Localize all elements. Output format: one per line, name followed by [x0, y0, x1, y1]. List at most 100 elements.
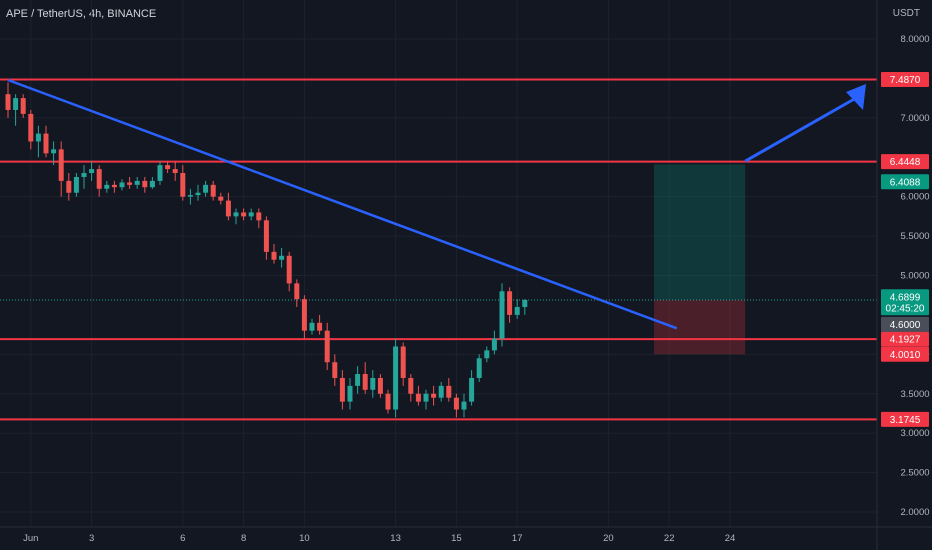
candle-body: [347, 385, 353, 402]
candle-body: [20, 98, 26, 114]
candle-body: [522, 299, 528, 308]
candle-body: [469, 377, 475, 402]
candle-body: [203, 184, 209, 193]
candle-body: [393, 346, 399, 410]
candle-body: [370, 377, 376, 390]
price-tag-value: 4.6000: [890, 320, 921, 331]
price-tick-label: 5.5000: [900, 231, 929, 242]
candle-body: [28, 113, 34, 142]
price-tag-bg: [881, 346, 929, 362]
trendline[interactable]: [7, 78, 678, 330]
level-price-tag: 6.4448: [881, 154, 929, 170]
candle-body: [431, 393, 437, 398]
price-tag-value: 6.4448: [890, 157, 921, 168]
candle-body: [81, 173, 87, 177]
horizontal-levels[interactable]: [0, 78, 877, 421]
candle-body: [73, 176, 79, 193]
price-tag-value: 3.1745: [890, 415, 921, 426]
candle-body: [339, 377, 345, 402]
candle-body: [377, 377, 383, 394]
candle-body: [58, 149, 64, 181]
candle-body: [134, 180, 140, 185]
candle-body: [149, 180, 155, 188]
candle-body: [248, 212, 254, 217]
candle-body: [499, 291, 505, 339]
time-tick-label: Jun: [23, 533, 38, 544]
price-tag-value: 7.4870: [890, 75, 921, 86]
price-tag-bg: [881, 289, 929, 316]
candle-body: [446, 385, 452, 398]
candle-body: [157, 165, 163, 181]
time-axis[interactable]: Jun 3 6 8 10 13 15 17 20 22 24: [23, 533, 735, 544]
long-position-tool[interactable]: [0, 164, 877, 355]
price-tick-label: 6.0000: [900, 192, 929, 203]
candle-body: [317, 322, 323, 331]
candles: [5, 82, 528, 418]
price-tag-value: 4.6899: [890, 292, 921, 303]
candle-body: [51, 149, 57, 154]
level-price-tag: 3.1745: [881, 411, 929, 427]
price-tick-label: 8.0000: [900, 34, 929, 45]
candle-body: [408, 377, 414, 394]
candle-body: [187, 195, 193, 197]
candle-body: [491, 338, 497, 351]
price-tag-bg: [881, 411, 929, 427]
price-tag-bg: [881, 331, 929, 347]
candle-body: [301, 299, 307, 331]
price-axis[interactable]: 2.00002.50003.00003.50004.00005.00005.50…: [900, 34, 929, 518]
candle-body: [195, 192, 201, 196]
candle-body: [332, 362, 338, 378]
candle-body: [438, 385, 444, 398]
candle-body: [514, 307, 520, 315]
time-tick-label: 15: [451, 533, 462, 544]
target-zone: [654, 164, 746, 300]
arrow-annotation[interactable]: [744, 83, 866, 163]
time-tick-label: 6: [180, 533, 185, 544]
time-tick-label: 3: [89, 533, 94, 544]
candle-body: [66, 180, 72, 193]
stop-price-tag: 4.0010: [881, 346, 929, 362]
candle-body: [111, 184, 117, 188]
candle-body: [286, 255, 292, 284]
time-tick-label: 17: [512, 533, 523, 544]
candle-body: [241, 212, 247, 217]
candle-body: [180, 173, 186, 197]
time-tick-label: 10: [299, 533, 310, 544]
price-tag-value: 4.0010: [890, 350, 921, 361]
stop-zone: [654, 299, 746, 355]
time-tick-label: 20: [603, 533, 614, 544]
candle-body: [104, 184, 110, 189]
price-tag-bg: [881, 154, 929, 170]
candle-body: [210, 184, 216, 197]
price-tick-label: 5.0000: [900, 271, 929, 282]
candle-body: [294, 283, 300, 300]
price-tag-value: 4.1927: [890, 335, 921, 346]
price-tick-label: 3.0000: [900, 428, 929, 439]
candle-body: [218, 196, 224, 201]
price-tick-label: 3.5000: [900, 389, 929, 400]
candle-body: [5, 94, 11, 110]
crosshair-price-tag: 4.6000: [881, 316, 929, 332]
candle-body: [233, 212, 239, 217]
candle-body: [96, 169, 102, 189]
price-tick-label: 7.0000: [900, 113, 929, 124]
price-tag-bg: [881, 174, 929, 190]
currency-label: USDT: [892, 8, 920, 19]
candle-body: [355, 374, 361, 386]
candle-body: [279, 255, 285, 260]
grid: [0, 0, 877, 527]
candle-body: [309, 322, 315, 331]
candle-body: [324, 330, 330, 363]
candle-body: [461, 401, 467, 410]
candle-body: [271, 251, 277, 260]
time-tick-label: 13: [390, 533, 401, 544]
candle-body: [453, 397, 459, 410]
price-tick-label: 2.0000: [900, 507, 929, 518]
chart-title: APE / TetherUS, 4h, BINANCE: [6, 8, 157, 20]
candle-body: [172, 169, 178, 174]
candle-body: [256, 212, 262, 221]
time-tick-label: 24: [725, 533, 736, 544]
candle-body: [415, 393, 421, 402]
